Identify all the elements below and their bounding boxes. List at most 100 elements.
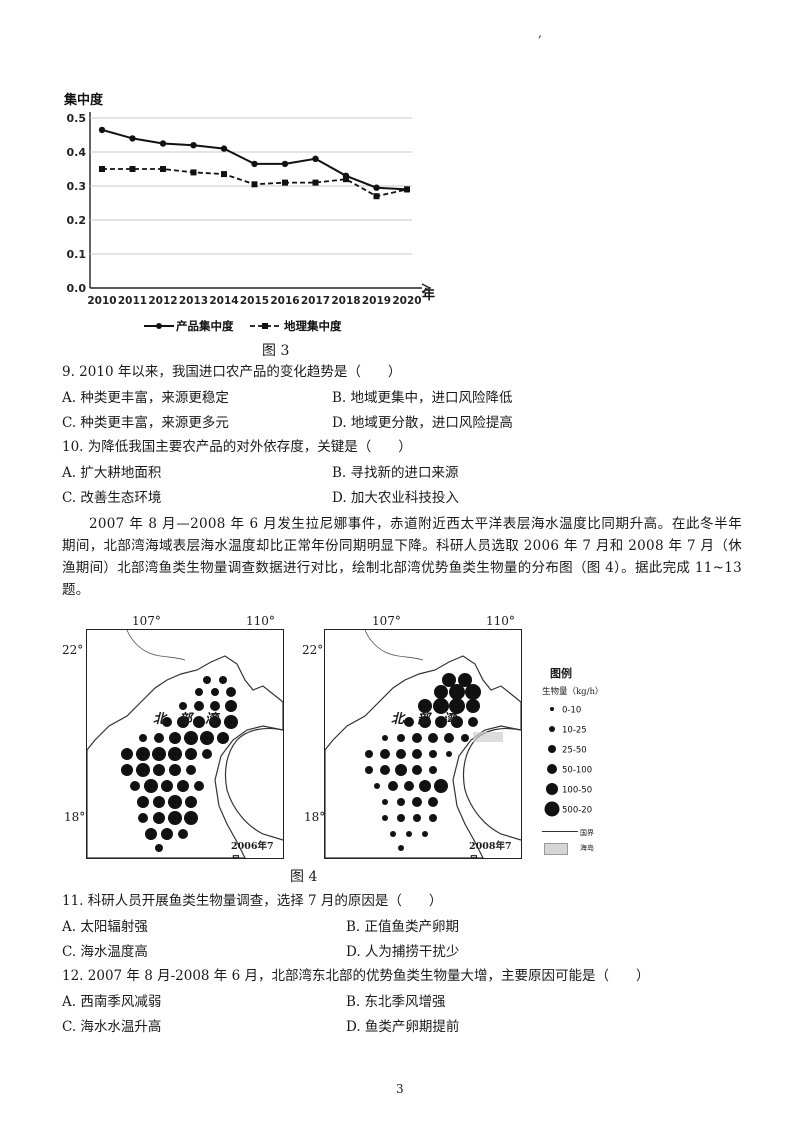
- map-left-biomass-dot: [130, 781, 140, 791]
- map-left-biomass-dot: [179, 702, 187, 710]
- legend-marker-1: [156, 323, 162, 329]
- map-right-biomass-dot: [466, 699, 480, 713]
- legend-item-label: 50-100: [562, 766, 592, 776]
- question-10-option-c[interactable]: C. 改善生态环境: [62, 490, 162, 506]
- map-left-drawing: [87, 630, 283, 858]
- legend-item-label: 0-10: [562, 706, 581, 716]
- map-left-biomass-dot: [168, 747, 182, 761]
- question-11-stem: 11. 科研人员开展鱼类生物量调查，选择 7 月的原因是（ ）: [62, 893, 443, 909]
- map-right-biomass-dot: [428, 797, 438, 807]
- map-right-biomass-dot: [449, 684, 465, 700]
- series-1-point: [98, 126, 106, 134]
- question-12-stem: 12. 2007 年 8 月-2008 年 6 月，北部湾东北部的优势鱼类生物量…: [62, 968, 650, 984]
- legend-item-label: 500-20: [562, 806, 592, 816]
- question-9-option-a[interactable]: A. 种类更丰富，来源更稳定: [62, 390, 229, 406]
- map-left-biomass-dot: [184, 811, 198, 825]
- series-1-point: [373, 184, 380, 191]
- map-left-biomass-dot: [185, 796, 197, 808]
- question-10-stem: 10. 为降低我国主要农产品的对外依存度，关键是（ ）: [62, 439, 412, 455]
- legend-symbol: [547, 764, 557, 774]
- map-right-biomass-dot: [429, 814, 437, 822]
- map-right-biomass-dot: [412, 749, 422, 759]
- map-right-biomass-dot: [422, 831, 428, 837]
- figure4-caption: 图 4: [290, 869, 318, 885]
- y-tick-label: 0.1: [67, 248, 87, 261]
- map-left-biomass-dot: [152, 747, 166, 761]
- question-10-option-a[interactable]: A. 扩大耕地面积: [62, 465, 162, 481]
- map-left-biomass-dot: [168, 795, 182, 809]
- legend-item-label: 25-50: [562, 746, 587, 756]
- question-11-option-a[interactable]: A. 太阳辐射强: [62, 919, 148, 935]
- question-11-option-c[interactable]: C. 海水温度高: [62, 944, 148, 960]
- question-10-option-d[interactable]: D. 加大农业科技投入: [332, 490, 459, 506]
- series-2-point: [99, 166, 105, 172]
- series-2-point: [251, 181, 258, 188]
- legend-symbol: [546, 783, 558, 795]
- map-left-biomass-dot: [200, 731, 214, 745]
- map-left-peninsula-line: [224, 727, 283, 841]
- map-right-biomass-dot: [397, 734, 405, 742]
- map-right-biomass-dot: [419, 716, 431, 728]
- map-right-drawing: [325, 630, 521, 858]
- question-12-option-b[interactable]: B. 东北季风增强: [346, 994, 446, 1010]
- x-tick-label: 2012: [148, 295, 177, 307]
- y-tick-label: 0.3: [67, 180, 87, 193]
- map-left-biomass-dot: [203, 676, 211, 684]
- map-right-lat1: 22°: [302, 643, 324, 657]
- map-left-biomass-dot: [121, 764, 133, 776]
- map-right-biomass-dot: [451, 716, 463, 728]
- question-10-option-b[interactable]: B. 寻找新的进口来源: [332, 465, 459, 481]
- question-9-option-b[interactable]: B. 地域更集中，进口风险降低: [332, 390, 513, 406]
- question-12-option-d[interactable]: D. 鱼类产卵期提前: [346, 1019, 460, 1035]
- question-11-option-b[interactable]: B. 正值鱼类产卵期: [346, 919, 460, 935]
- x-tick-label: 2020: [392, 295, 421, 307]
- x-tick-label: 2019: [362, 295, 391, 307]
- map-right-biomass-dot: [434, 685, 448, 699]
- legend-marker-2: [262, 323, 268, 329]
- series-1-point: [190, 142, 197, 149]
- legend-item-label: 100-50: [562, 786, 592, 796]
- map-left-biomass-dot: [139, 734, 147, 742]
- question-9-stem: 9. 2010 年以来，我国进口农产品的变化趋势是（ ）: [62, 364, 402, 380]
- x-tick-label: 2017: [301, 295, 330, 307]
- map-left-border: [126, 630, 186, 661]
- map-right-label: 北 部 湾: [391, 712, 457, 727]
- question-12-option-c[interactable]: C. 海水水温升高: [62, 1019, 162, 1035]
- map-left-biomass-dot: [194, 781, 204, 791]
- map-left-biomass-dot: [211, 688, 219, 696]
- map-right-lat2: 18°: [304, 810, 326, 824]
- legend-symbol: [548, 745, 556, 753]
- series-2-point: [190, 169, 197, 176]
- y-tick-label: 0.0: [67, 282, 87, 295]
- series-2-point: [160, 166, 166, 172]
- question-9-option-c[interactable]: C. 种类更丰富，来源更多元: [62, 415, 229, 431]
- question-12-option-a[interactable]: A. 西南季风减弱: [62, 994, 162, 1010]
- question-11-option-d[interactable]: D. 人为捕捞干扰少: [346, 944, 460, 960]
- series-2-point: [129, 166, 136, 172]
- map-right-biomass-dot: [380, 749, 390, 759]
- series-2-point: [373, 193, 380, 200]
- question-9-option-d[interactable]: D. 地域更分散，进口风险提高: [332, 415, 513, 431]
- map-left-biomass-dot: [219, 676, 227, 684]
- map-left-biomass-dot: [144, 779, 158, 793]
- map-right-biomass-dot: [398, 845, 404, 851]
- map-left-biomass-dot: [177, 780, 189, 792]
- map-right-biomass-dot: [433, 698, 449, 714]
- map-left-coastline: [87, 655, 283, 858]
- series-1-point: [251, 160, 258, 168]
- map-left-biomass-dot: [225, 700, 237, 712]
- page-number: 3: [396, 1082, 404, 1096]
- legend-symbol: [544, 801, 560, 817]
- map-right-biomass-dot: [449, 698, 465, 714]
- map-left-biomass-dot: [153, 796, 165, 808]
- map-left-lat1: 22°: [62, 643, 84, 657]
- map-right-biomass-dot: [458, 673, 472, 687]
- map-left-biomass-dot: [226, 687, 236, 697]
- map-right-biomass-dot: [406, 831, 412, 837]
- map-right-biomass-dot: [365, 750, 373, 758]
- map-left-biomass-dot: [153, 764, 165, 776]
- map-left-biomass-dot: [169, 764, 181, 776]
- legend-symbol: [550, 707, 554, 711]
